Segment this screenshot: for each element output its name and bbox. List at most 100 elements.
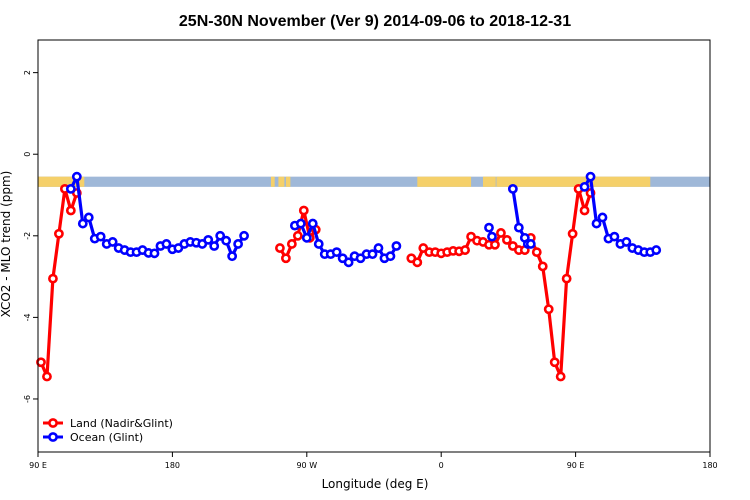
data-point-ocean xyxy=(597,212,608,223)
data-point-land xyxy=(537,261,548,272)
data-point-ocean xyxy=(367,249,378,260)
data-point-ocean xyxy=(71,171,82,182)
data-point-ocean xyxy=(373,243,384,253)
data-point-land xyxy=(412,257,423,268)
data-point-ocean xyxy=(513,222,524,233)
data-point-ocean xyxy=(209,241,220,251)
data-point-ocean xyxy=(579,181,590,192)
data-point-ocean xyxy=(621,237,632,247)
data-point-ocean xyxy=(487,231,497,242)
data-point-ocean xyxy=(391,241,402,251)
data-point-ocean xyxy=(651,245,662,255)
data-point-land xyxy=(54,228,64,239)
legend-item-land: Land (Nadir&Glint) xyxy=(43,417,173,430)
land-band-segment xyxy=(285,176,291,187)
data-point-ocean xyxy=(331,247,342,258)
data-point-ocean xyxy=(161,239,172,249)
data-point-land xyxy=(286,239,297,249)
ocean-band xyxy=(38,176,710,187)
data-point-ocean xyxy=(203,234,214,245)
land-band-segment xyxy=(483,176,496,187)
data-point-land xyxy=(36,357,46,368)
plot-frame xyxy=(37,39,711,453)
data-point-ocean xyxy=(65,183,76,194)
series-line-land xyxy=(409,187,593,379)
data-point-ocean xyxy=(385,251,396,262)
legend-item-ocean: Ocean (Glint) xyxy=(43,431,143,444)
data-point-land xyxy=(490,239,500,250)
data-point-land xyxy=(555,371,566,382)
data-point-ocean xyxy=(295,218,306,229)
data-point-ocean xyxy=(233,239,244,249)
x-tick-label: 0 xyxy=(439,461,444,470)
data-point-ocean xyxy=(83,212,94,223)
y-axis-label: XCO2 - MLO trend (ppm) xyxy=(0,171,13,318)
land-band-segment xyxy=(38,176,85,187)
data-point-land xyxy=(502,234,512,245)
data-point-land xyxy=(496,228,506,238)
data-point-land xyxy=(543,304,554,315)
data-point-land xyxy=(531,247,542,258)
series-land xyxy=(36,183,596,382)
land-band-segment xyxy=(496,176,591,187)
x-tick-label: 180 xyxy=(702,461,717,470)
data-point-ocean xyxy=(215,230,226,241)
data-point-land xyxy=(48,273,58,284)
x-tick-label: 90 W xyxy=(296,461,317,470)
data-point-ocean xyxy=(609,231,620,242)
y-tick-label: 2 xyxy=(23,70,32,75)
legend-label-ocean: Ocean (Glint) xyxy=(70,431,143,444)
data-point-ocean xyxy=(95,231,106,242)
x-tick-label: 90 E xyxy=(29,461,47,470)
x-axis: 90 E 180 90 W 0 90 E 180 xyxy=(29,452,718,470)
data-point-land xyxy=(292,230,303,241)
data-point-land xyxy=(567,228,578,239)
data-point-land xyxy=(298,205,309,216)
data-point-land xyxy=(65,205,76,216)
data-point-ocean xyxy=(313,239,324,249)
data-point-land xyxy=(280,253,291,264)
data-point-land xyxy=(579,205,590,216)
data-point-ocean xyxy=(107,237,118,247)
series-layer xyxy=(36,171,662,382)
land-band-segment xyxy=(270,176,275,187)
land-band-segment xyxy=(278,176,285,187)
y-axis: 2 0 -2 -4 -6 xyxy=(23,70,38,403)
legend: Land (Nadir&Glint)Ocean (Glint) xyxy=(43,417,173,444)
data-point-ocean xyxy=(591,218,602,229)
data-point-ocean xyxy=(585,171,596,182)
data-point-land xyxy=(275,243,285,253)
series-line-land xyxy=(39,187,79,379)
surface-band xyxy=(38,176,710,187)
x-tick-label: 180 xyxy=(165,461,180,470)
y-tick-label: -4 xyxy=(23,313,32,321)
data-point-ocean xyxy=(149,248,160,259)
data-point-land xyxy=(42,371,52,382)
data-point-ocean xyxy=(301,232,312,243)
data-point-ocean xyxy=(307,218,318,229)
legend-marker-land xyxy=(48,418,58,428)
land-band-segment xyxy=(590,176,651,187)
data-point-land xyxy=(549,357,560,368)
x-tick-label: 90 E xyxy=(567,461,585,470)
legend-label-land: Land (Nadir&Glint) xyxy=(70,417,173,430)
x-axis-label: Longitude (deg E) xyxy=(322,477,429,491)
data-point-ocean xyxy=(525,239,536,249)
land-band-segment xyxy=(417,176,472,187)
data-point-ocean xyxy=(239,230,249,241)
series-ocean xyxy=(65,171,662,268)
y-tick-label: -6 xyxy=(23,395,32,403)
data-point-land xyxy=(460,245,470,255)
data-point-ocean xyxy=(77,218,88,229)
chart-title: 25N-30N November (Ver 9) 2014-09-06 to 2… xyxy=(179,13,571,30)
data-point-ocean xyxy=(343,257,354,268)
y-tick-label: 0 xyxy=(23,152,32,157)
legend-marker-ocean xyxy=(48,432,58,442)
y-tick-label: -2 xyxy=(23,232,32,240)
data-point-ocean xyxy=(484,222,494,233)
data-point-ocean xyxy=(507,183,518,194)
data-point-ocean xyxy=(221,235,232,246)
data-point-land xyxy=(561,273,572,284)
